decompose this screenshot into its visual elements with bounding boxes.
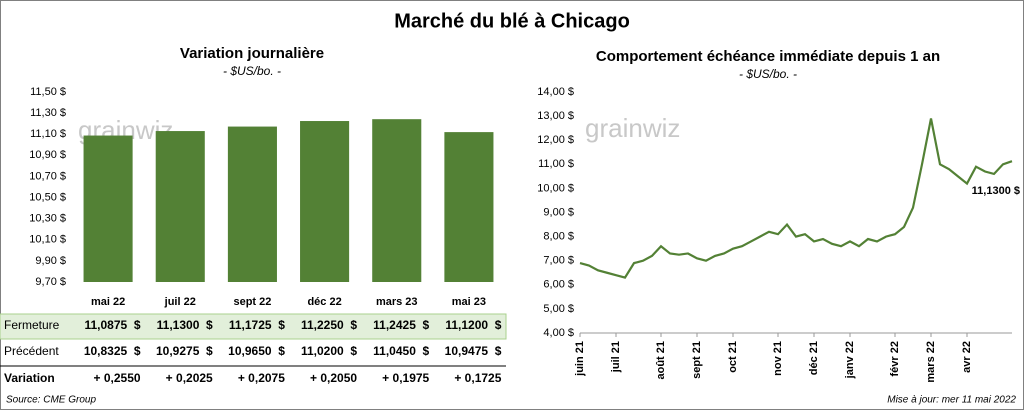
bar	[300, 121, 350, 283]
page-title: Marché du blé à Chicago	[394, 10, 630, 32]
table-cell: 11,0875 $	[84, 318, 140, 332]
bar-title: Variation journalière	[180, 45, 324, 62]
x-tick-label: juil 21	[610, 341, 622, 373]
y-tick-label: 11,30 $	[30, 107, 66, 119]
table-cell: 10,9650 $	[228, 344, 285, 358]
x-tick-label: nov 21	[772, 341, 784, 376]
x-tick-label: mai 22	[91, 296, 125, 308]
bar-subtitle: - $US/bo. -	[223, 64, 281, 78]
x-tick-label: sept 21	[691, 341, 703, 379]
y-tick-label: 9,70 $	[35, 276, 66, 288]
x-tick-label: juin 21	[574, 341, 586, 377]
row-label: Fermeture	[4, 318, 60, 332]
x-tick-label: août 21	[655, 341, 667, 380]
x-tick-label: janv 22	[844, 341, 856, 379]
line-subtitle: - $US/bo. -	[739, 67, 797, 81]
x-tick-label: juil 22	[164, 296, 196, 308]
x-tick-label: déc 21	[808, 341, 820, 375]
y-tick-label: 10,10 $	[29, 234, 66, 246]
table-cell: + 0,2025	[166, 371, 213, 385]
y-tick-label: 7,00 $	[543, 255, 574, 267]
row-label: Précédent	[4, 344, 59, 358]
y-tick-label: 10,70 $	[29, 170, 66, 182]
table-cell: + 0,2050	[310, 371, 357, 385]
y-tick-label: 6,00 $	[543, 279, 574, 291]
bar	[444, 132, 494, 282]
table-cell: 10,9475 $	[445, 344, 502, 358]
y-tick-label: 12,00 $	[537, 134, 574, 146]
bar	[155, 131, 205, 282]
y-tick-label: 8,00 $	[543, 231, 574, 243]
watermark: grainwiz	[585, 113, 680, 143]
table-cell: 11,1725 $	[229, 318, 285, 332]
table-cell: + 0,2550	[94, 371, 141, 385]
table-cell: 11,0450 $	[373, 344, 429, 358]
row-label: Variation	[4, 371, 55, 385]
table-cell: + 0,2075	[238, 371, 285, 385]
y-tick-label: 9,90 $	[35, 255, 66, 267]
x-tick-label: mai 23	[452, 296, 486, 308]
x-tick-label: oct 21	[727, 341, 739, 373]
y-tick-label: 10,90 $	[29, 149, 66, 161]
y-tick-label: 10,50 $	[29, 191, 66, 203]
updated: Mise à jour: mer 11 mai 2022	[887, 395, 1016, 406]
y-tick-label: 14,00 $	[537, 86, 574, 98]
table-cell: 11,1200 $	[445, 318, 501, 332]
x-tick-label: déc 22	[307, 296, 341, 308]
table-cell: 11,2250 $	[301, 318, 357, 332]
line-title: Comportement échéance immédiate depuis 1…	[596, 48, 940, 65]
bar	[372, 119, 422, 282]
table-cell: 11,2425 $	[373, 318, 429, 332]
table-cell: + 0,1725	[454, 371, 501, 385]
y-tick-label: 10,00 $	[537, 182, 574, 194]
annotation: 11,1300 $	[972, 185, 1020, 197]
bar	[227, 126, 277, 282]
y-tick-label: 11,50 $	[30, 86, 66, 98]
y-tick-label: 11,00 $	[538, 158, 574, 170]
x-tick-label: mars 23	[376, 296, 418, 308]
highlight-row	[0, 313, 507, 340]
y-tick-label: 5,00 $	[543, 303, 574, 315]
y-tick-label: 9,00 $	[543, 206, 574, 218]
table-cell: 10,9275 $	[156, 344, 213, 358]
line	[579, 118, 1013, 279]
table-cell: + 0,1975	[382, 371, 429, 385]
bar	[83, 135, 133, 282]
y-tick-label: 13,00 $	[537, 110, 574, 122]
source: Source: CME Group	[6, 395, 96, 406]
table-cell: 11,1300 $	[157, 318, 213, 332]
y-tick-label: 4,00 $	[543, 327, 574, 339]
y-tick-label: 10,30 $	[29, 213, 66, 225]
x-tick-label: mars 22	[925, 341, 937, 383]
x-tick-label: févr 22	[889, 341, 901, 376]
x-tick-label: avr 22	[961, 341, 973, 373]
table-cell: 11,0200 $	[301, 344, 357, 358]
x-tick-label: sept 22	[233, 296, 271, 308]
table-cell: 10,8325 $	[84, 344, 141, 358]
y-tick-label: 11,10 $	[30, 128, 66, 140]
